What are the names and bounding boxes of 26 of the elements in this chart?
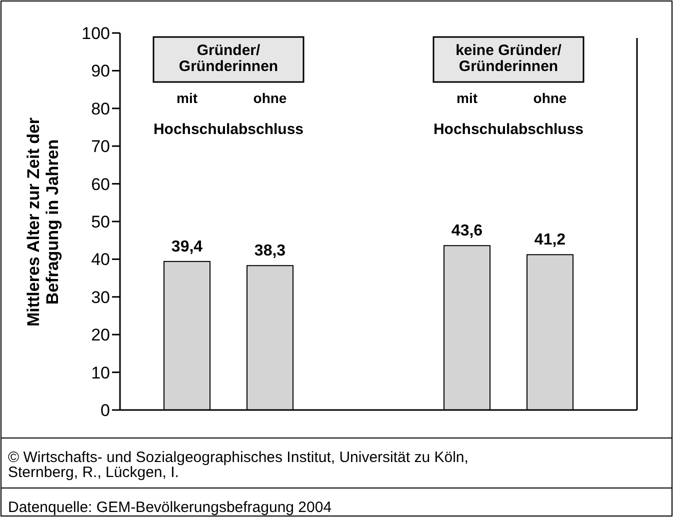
text: Datenquelle: GEM-Bevölkerungsbefragung 2004: [8, 499, 332, 516]
x-tick-label: ohne: [533, 90, 567, 106]
annotation: Hochschulabschluss: [153, 121, 304, 138]
y-tick-label: 40: [91, 250, 110, 270]
x-tick-label: mit: [456, 90, 478, 106]
y-tick-label: 50: [91, 212, 110, 232]
annotation: Hochschulabschluss: [433, 121, 584, 138]
x-tick-label: mit: [176, 90, 198, 106]
y-tick-label: 30: [91, 288, 110, 307]
data-label: 43,6: [451, 222, 483, 240]
x-tick-label: ohne: [253, 90, 287, 106]
y-tick-label: 80: [91, 99, 110, 118]
y-tick-label: 100: [82, 24, 110, 43]
y-tick-label: 0: [100, 400, 110, 420]
y-tick-label: 10: [91, 363, 110, 382]
data-label: 41,2: [534, 232, 566, 249]
data-label: 38,3: [254, 242, 286, 260]
text: © Wirtschafts- und Sozialgeographisches Institut, Universität zu Köln, Sternberg, R., Lückgen, I.: [8, 449, 468, 481]
y-tick-label: 70: [91, 137, 110, 156]
y-tick-label: 90: [91, 62, 110, 81]
y-tick-label: 20: [91, 326, 110, 345]
data-label: 39,4: [171, 238, 203, 256]
y-tick-label: 60: [91, 174, 110, 194]
y-axis-title: Mittleres Alter zur Zeit der Befragung in Jahren: [24, 117, 62, 327]
annotation: Gründer/ Gründerinnen: [178, 42, 278, 75]
annotation: keine Gründer/ Gründerinnen: [456, 42, 562, 75]
